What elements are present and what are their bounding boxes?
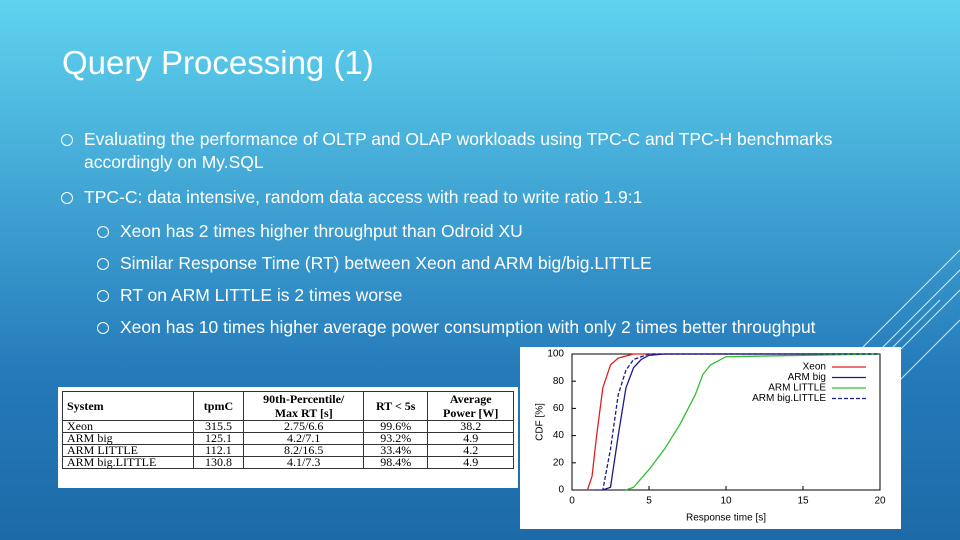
x-axis-label: Response time [s] xyxy=(686,513,766,524)
series-line xyxy=(595,353,880,491)
bullet-icon xyxy=(61,192,73,204)
table-cell: 112.1 xyxy=(192,444,245,457)
table-cell: 315.5 xyxy=(192,420,245,433)
table-cell: 130.8 xyxy=(192,456,245,469)
header-line: 90th-Percentile/ xyxy=(263,392,345,406)
table-row: ARM big.LITTLE 130.8 4.1/7.3 98.4% 4.9 xyxy=(62,456,514,469)
legend-label: Xeon xyxy=(803,362,826,373)
table-cell: 8.2/16.5 xyxy=(243,444,364,457)
table-box: System tpmC 90th-Percentile/Max RT [s] RT <… xyxy=(58,387,518,488)
legend-label: ARM LITTLE xyxy=(768,383,826,394)
header-cell: tpmC xyxy=(192,391,245,421)
x-tick-label: 15 xyxy=(797,496,809,507)
y-tick-label: 60 xyxy=(553,403,565,414)
bullet-text: Xeon has 2 times higher throughput than … xyxy=(120,221,523,241)
table-cell: 4.1/7.3 xyxy=(243,456,364,469)
bullet-icon xyxy=(97,290,109,302)
corner-lines xyxy=(849,249,960,381)
slide-title: Query Processing (1) xyxy=(62,44,374,81)
y-tick-label: 40 xyxy=(553,430,565,441)
x-tick-label: 5 xyxy=(646,496,652,507)
y-tick-label: 0 xyxy=(558,485,564,496)
header-cell: RT < 5s xyxy=(362,391,429,421)
x-tick-label: 20 xyxy=(874,496,886,507)
header-cell: System xyxy=(62,391,194,421)
table-cell: 2.75/6.6 xyxy=(243,420,364,433)
header-line: Average xyxy=(449,392,492,406)
header-line: System xyxy=(67,399,104,413)
header-line: RT < 5s xyxy=(375,399,416,413)
bullet-text: Xeon has 10 times higher average power c… xyxy=(120,317,816,337)
table-cell: 4.9 xyxy=(427,456,514,469)
bullet-text: TPC-C: data intensive, random data acces… xyxy=(84,187,643,207)
header-line: tpmC xyxy=(203,399,234,413)
table-cell: ARM LITTLE xyxy=(62,444,194,457)
table: System tpmC 90th-Percentile/Max RT [s] RT <… xyxy=(62,391,514,469)
x-tick-label: 10 xyxy=(720,496,732,507)
bullet-text: Similar Response Time (RT) between Xeon … xyxy=(120,253,652,273)
table-cell: ARM big.LITTLE xyxy=(62,456,194,469)
table-cell: 4.2 xyxy=(427,444,514,457)
y-tick-label: 100 xyxy=(547,349,564,360)
bullet-icon xyxy=(97,258,109,270)
table-row: ARM LITTLE 112.1 8.2/16.5 33.4% 4.2 xyxy=(62,444,514,457)
y-tick-label: 80 xyxy=(553,376,565,387)
bullet-icon xyxy=(97,322,109,334)
series-line xyxy=(625,353,881,491)
table-cell: 99.6% xyxy=(362,420,429,433)
header-line: Power [W] xyxy=(443,406,499,420)
chart-bg xyxy=(520,347,901,529)
bullet-text: Evaluating the performance of OLTP and O… xyxy=(84,129,833,172)
y-axis-label: CDF [%] xyxy=(535,403,546,441)
header-cell: 90th-Percentile/Max RT [s] xyxy=(243,391,364,421)
x-tick-label: 0 xyxy=(569,496,575,507)
header-cell: Average Power [W] xyxy=(427,391,514,421)
legend-label: ARM big xyxy=(788,372,826,383)
series-line xyxy=(586,353,880,491)
header-line: Max RT [s] xyxy=(274,406,333,420)
bullet-icon xyxy=(97,226,109,238)
table-cell: 98.4% xyxy=(362,456,429,469)
table-row: ARM big 125.1 4.2/7.1 93.2% 4.9 xyxy=(62,432,514,445)
legend-label: ARM big.LITTLE xyxy=(752,393,826,404)
bullet-icon xyxy=(61,134,73,146)
bullet-text: RT on ARM LITTLE is 2 times worse xyxy=(120,285,403,305)
y-tick-label: 20 xyxy=(553,457,565,468)
